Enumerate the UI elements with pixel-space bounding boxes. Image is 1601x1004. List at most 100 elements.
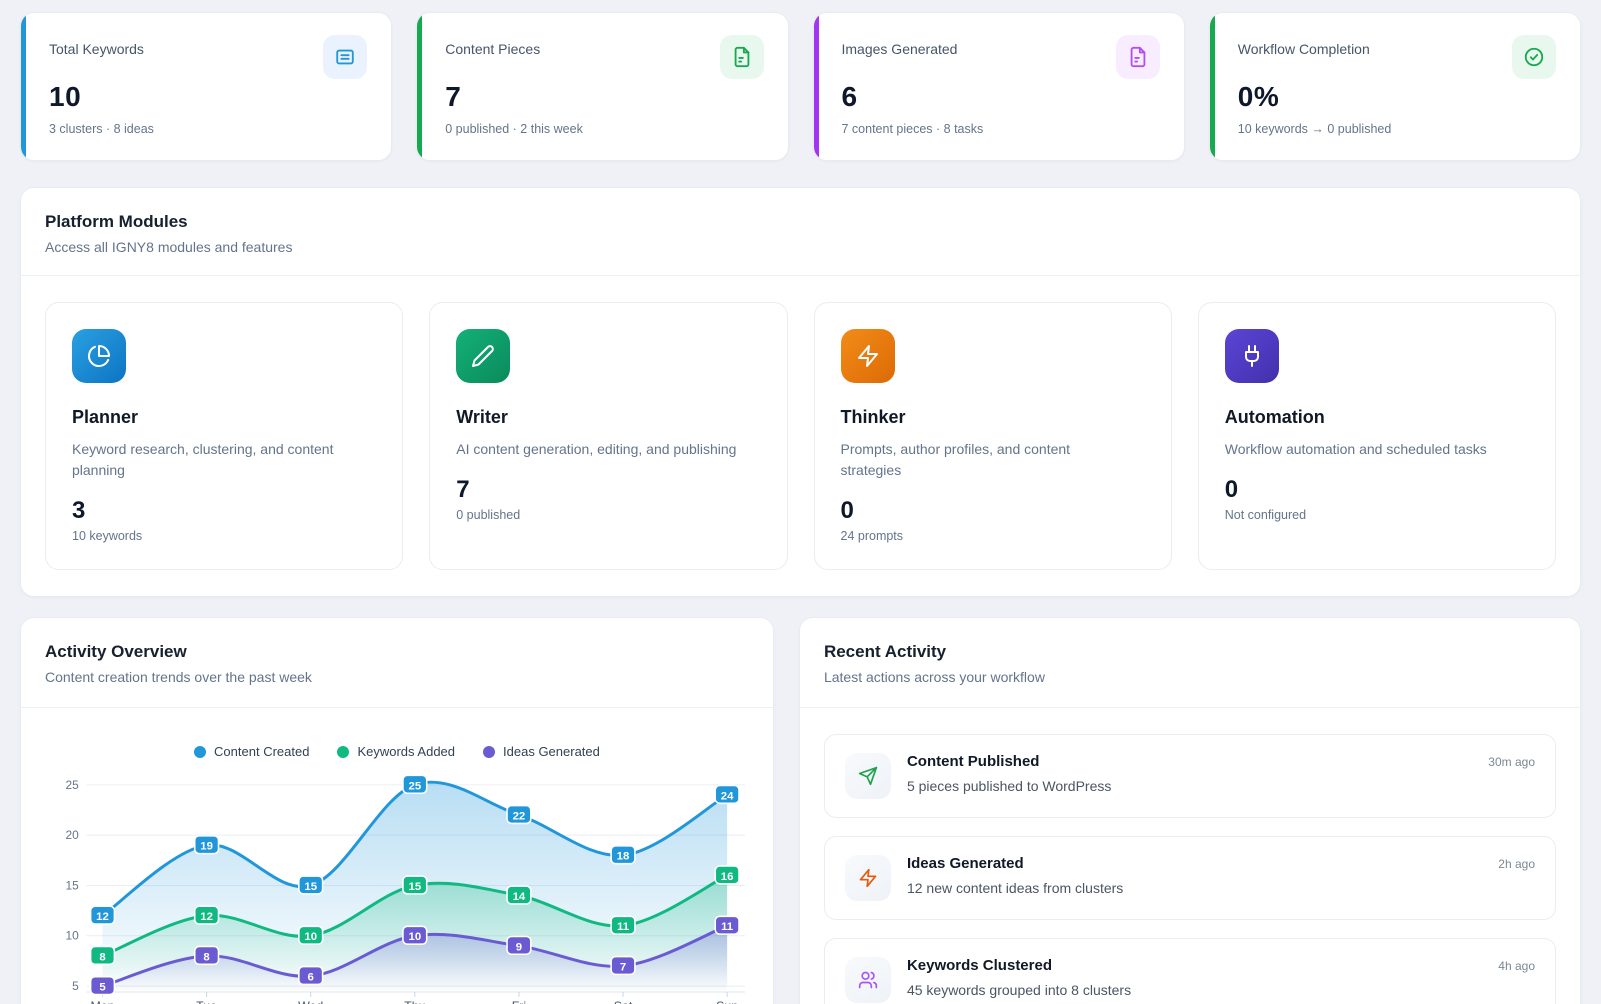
list-icon: [323, 35, 368, 79]
divider: [799, 707, 1580, 708]
module-stat: 3: [72, 497, 86, 524]
stat-subtext: 3 clusters · 8 ideas: [49, 122, 154, 136]
stat-subtext: 7 content pieces · 8 tasks: [841, 122, 984, 136]
svg-text:25: 25: [66, 778, 80, 792]
module-description: Workflow automation and scheduled tasks: [1224, 441, 1487, 457]
stat-card-images-generated[interactable]: Images Generated 6 7 content pieces · 8 …: [812, 12, 1185, 161]
svg-text:24: 24: [721, 790, 734, 802]
svg-text:15: 15: [408, 881, 421, 893]
activity-description: 5 pieces published to WordPress: [906, 778, 1112, 794]
modules-grid: Planner Keyword research, clustering, an…: [21, 276, 1580, 596]
svg-text:25: 25: [408, 780, 421, 792]
module-stat-subtext: 0 published: [456, 508, 521, 522]
activity-time: 2h ago: [1498, 857, 1535, 871]
stat-accent-bar: [1209, 13, 1215, 160]
module-card-automation[interactable]: Automation Workflow automation and sched…: [1197, 302, 1556, 570]
module-name: Writer: [456, 407, 508, 427]
svg-text:12: 12: [96, 911, 109, 923]
svg-text:11: 11: [617, 921, 630, 933]
svg-text:Sun: Sun: [716, 999, 738, 1004]
activity-title: Content Published: [906, 753, 1040, 770]
pencil-icon: [456, 329, 511, 383]
module-stat: 0: [840, 497, 854, 524]
svg-text:16: 16: [721, 871, 734, 883]
stat-accent-bar: [417, 13, 423, 160]
send-icon: [844, 753, 891, 799]
svg-text:7: 7: [620, 961, 626, 973]
activity-overview-title: Activity Overview: [45, 642, 187, 661]
svg-text:20: 20: [66, 828, 80, 842]
stat-value: 7: [445, 81, 462, 112]
zap-icon: [840, 329, 895, 383]
activity-title: Ideas Generated: [906, 855, 1024, 872]
recent-activity-subtitle: Latest actions across your workflow: [823, 669, 1045, 685]
activity-description: 12 new content ideas from clusters: [906, 880, 1124, 896]
activity-description: 45 keywords grouped into 8 clusters: [906, 982, 1132, 998]
platform-modules-subtitle: Access all IGNY8 modules and features: [45, 239, 293, 255]
svg-text:10: 10: [408, 931, 421, 943]
svg-text:5: 5: [72, 979, 79, 993]
stats-row: Total Keywords 10 3 clusters · 8 ideas C…: [20, 12, 1581, 161]
activity-time: 4h ago: [1498, 959, 1535, 973]
stat-subtext: 0 published · 2 this week: [445, 122, 583, 136]
stat-accent-bar: [813, 13, 819, 160]
svg-text:14: 14: [513, 891, 526, 903]
plug-icon: [1224, 329, 1279, 383]
platform-modules-panel: Platform Modules Access all IGNY8 module…: [20, 187, 1581, 597]
stat-value: 6: [841, 81, 858, 112]
stat-card-content-pieces[interactable]: Content Pieces 7 0 published · 2 this we…: [416, 12, 789, 161]
check-circle-icon: [1512, 35, 1556, 79]
module-description: Keyword research, clustering, and conten…: [72, 441, 334, 478]
module-stat-subtext: 10 keywords: [72, 529, 143, 543]
module-card-planner[interactable]: Planner Keyword research, clustering, an…: [45, 302, 404, 570]
module-stat: 7: [456, 476, 470, 503]
stat-label: Total Keywords: [49, 41, 144, 57]
recent-activity-title: Recent Activity: [823, 642, 947, 661]
pie-chart-icon: [72, 329, 126, 383]
module-description: AI content generation, editing, and publ…: [456, 441, 737, 457]
svg-text:15: 15: [66, 878, 80, 892]
stat-label: Workflow Completion: [1237, 41, 1370, 57]
module-description: Prompts, author profiles, and content st…: [840, 441, 1071, 478]
svg-text:18: 18: [617, 851, 630, 863]
divider: [21, 707, 773, 708]
legend-dot: [337, 745, 350, 758]
users-icon: [844, 957, 891, 1003]
file-image-icon: [1115, 35, 1160, 79]
activity-time: 30m ago: [1488, 755, 1535, 769]
module-name: Automation: [1224, 407, 1325, 427]
module-name: Thinker: [840, 407, 906, 427]
module-stat-subtext: Not configured: [1224, 508, 1307, 522]
svg-text:5: 5: [99, 982, 106, 994]
activity-overview-subtitle: Content creation trends over the past we…: [45, 669, 312, 685]
activity-item-keywords-clustered[interactable]: Keywords Clustered 4h ago 45 keywords gr…: [823, 938, 1556, 1004]
svg-text:8: 8: [203, 951, 209, 963]
svg-text:8: 8: [99, 951, 105, 963]
svg-text:12: 12: [200, 911, 213, 923]
svg-text:Tue: Tue: [196, 999, 217, 1004]
recent-activity-panel: Recent Activity Latest actions across yo…: [798, 617, 1581, 1004]
activity-title: Keywords Clustered: [906, 957, 1052, 974]
svg-text:Mon: Mon: [90, 999, 114, 1004]
svg-text:11: 11: [721, 921, 734, 933]
legend-item: Ideas Generated: [483, 744, 600, 759]
stat-label: Images Generated: [841, 41, 958, 57]
module-card-thinker[interactable]: Thinker Prompts, author profiles, and co…: [813, 302, 1172, 570]
stat-subtext: 10 keywords → 0 published: [1237, 122, 1392, 136]
platform-modules-title: Platform Modules: [45, 212, 188, 231]
file-text-icon: [719, 35, 764, 79]
module-card-writer[interactable]: Writer AI content generation, editing, a…: [429, 302, 788, 570]
legend-dot: [483, 745, 496, 758]
activity-item-ideas-generated[interactable]: Ideas Generated 2h ago 12 new content id…: [823, 836, 1556, 920]
stat-value: 0%: [1237, 81, 1280, 112]
legend-dot: [194, 745, 207, 758]
stat-card-workflow-completion[interactable]: Workflow Completion 0% 10 keywords → 0 p…: [1208, 12, 1581, 161]
stat-value: 10: [49, 81, 82, 112]
stat-card-total-keywords[interactable]: Total Keywords 10 3 clusters · 8 ideas: [20, 12, 393, 161]
svg-text:Fri: Fri: [512, 999, 526, 1004]
stat-accent-bar: [21, 13, 26, 160]
svg-text:6: 6: [308, 971, 314, 983]
activity-item-content-published[interactable]: Content Published 30m ago 5 pieces publi…: [823, 734, 1556, 818]
stat-label: Content Pieces: [445, 41, 541, 57]
svg-text:9: 9: [516, 941, 522, 953]
